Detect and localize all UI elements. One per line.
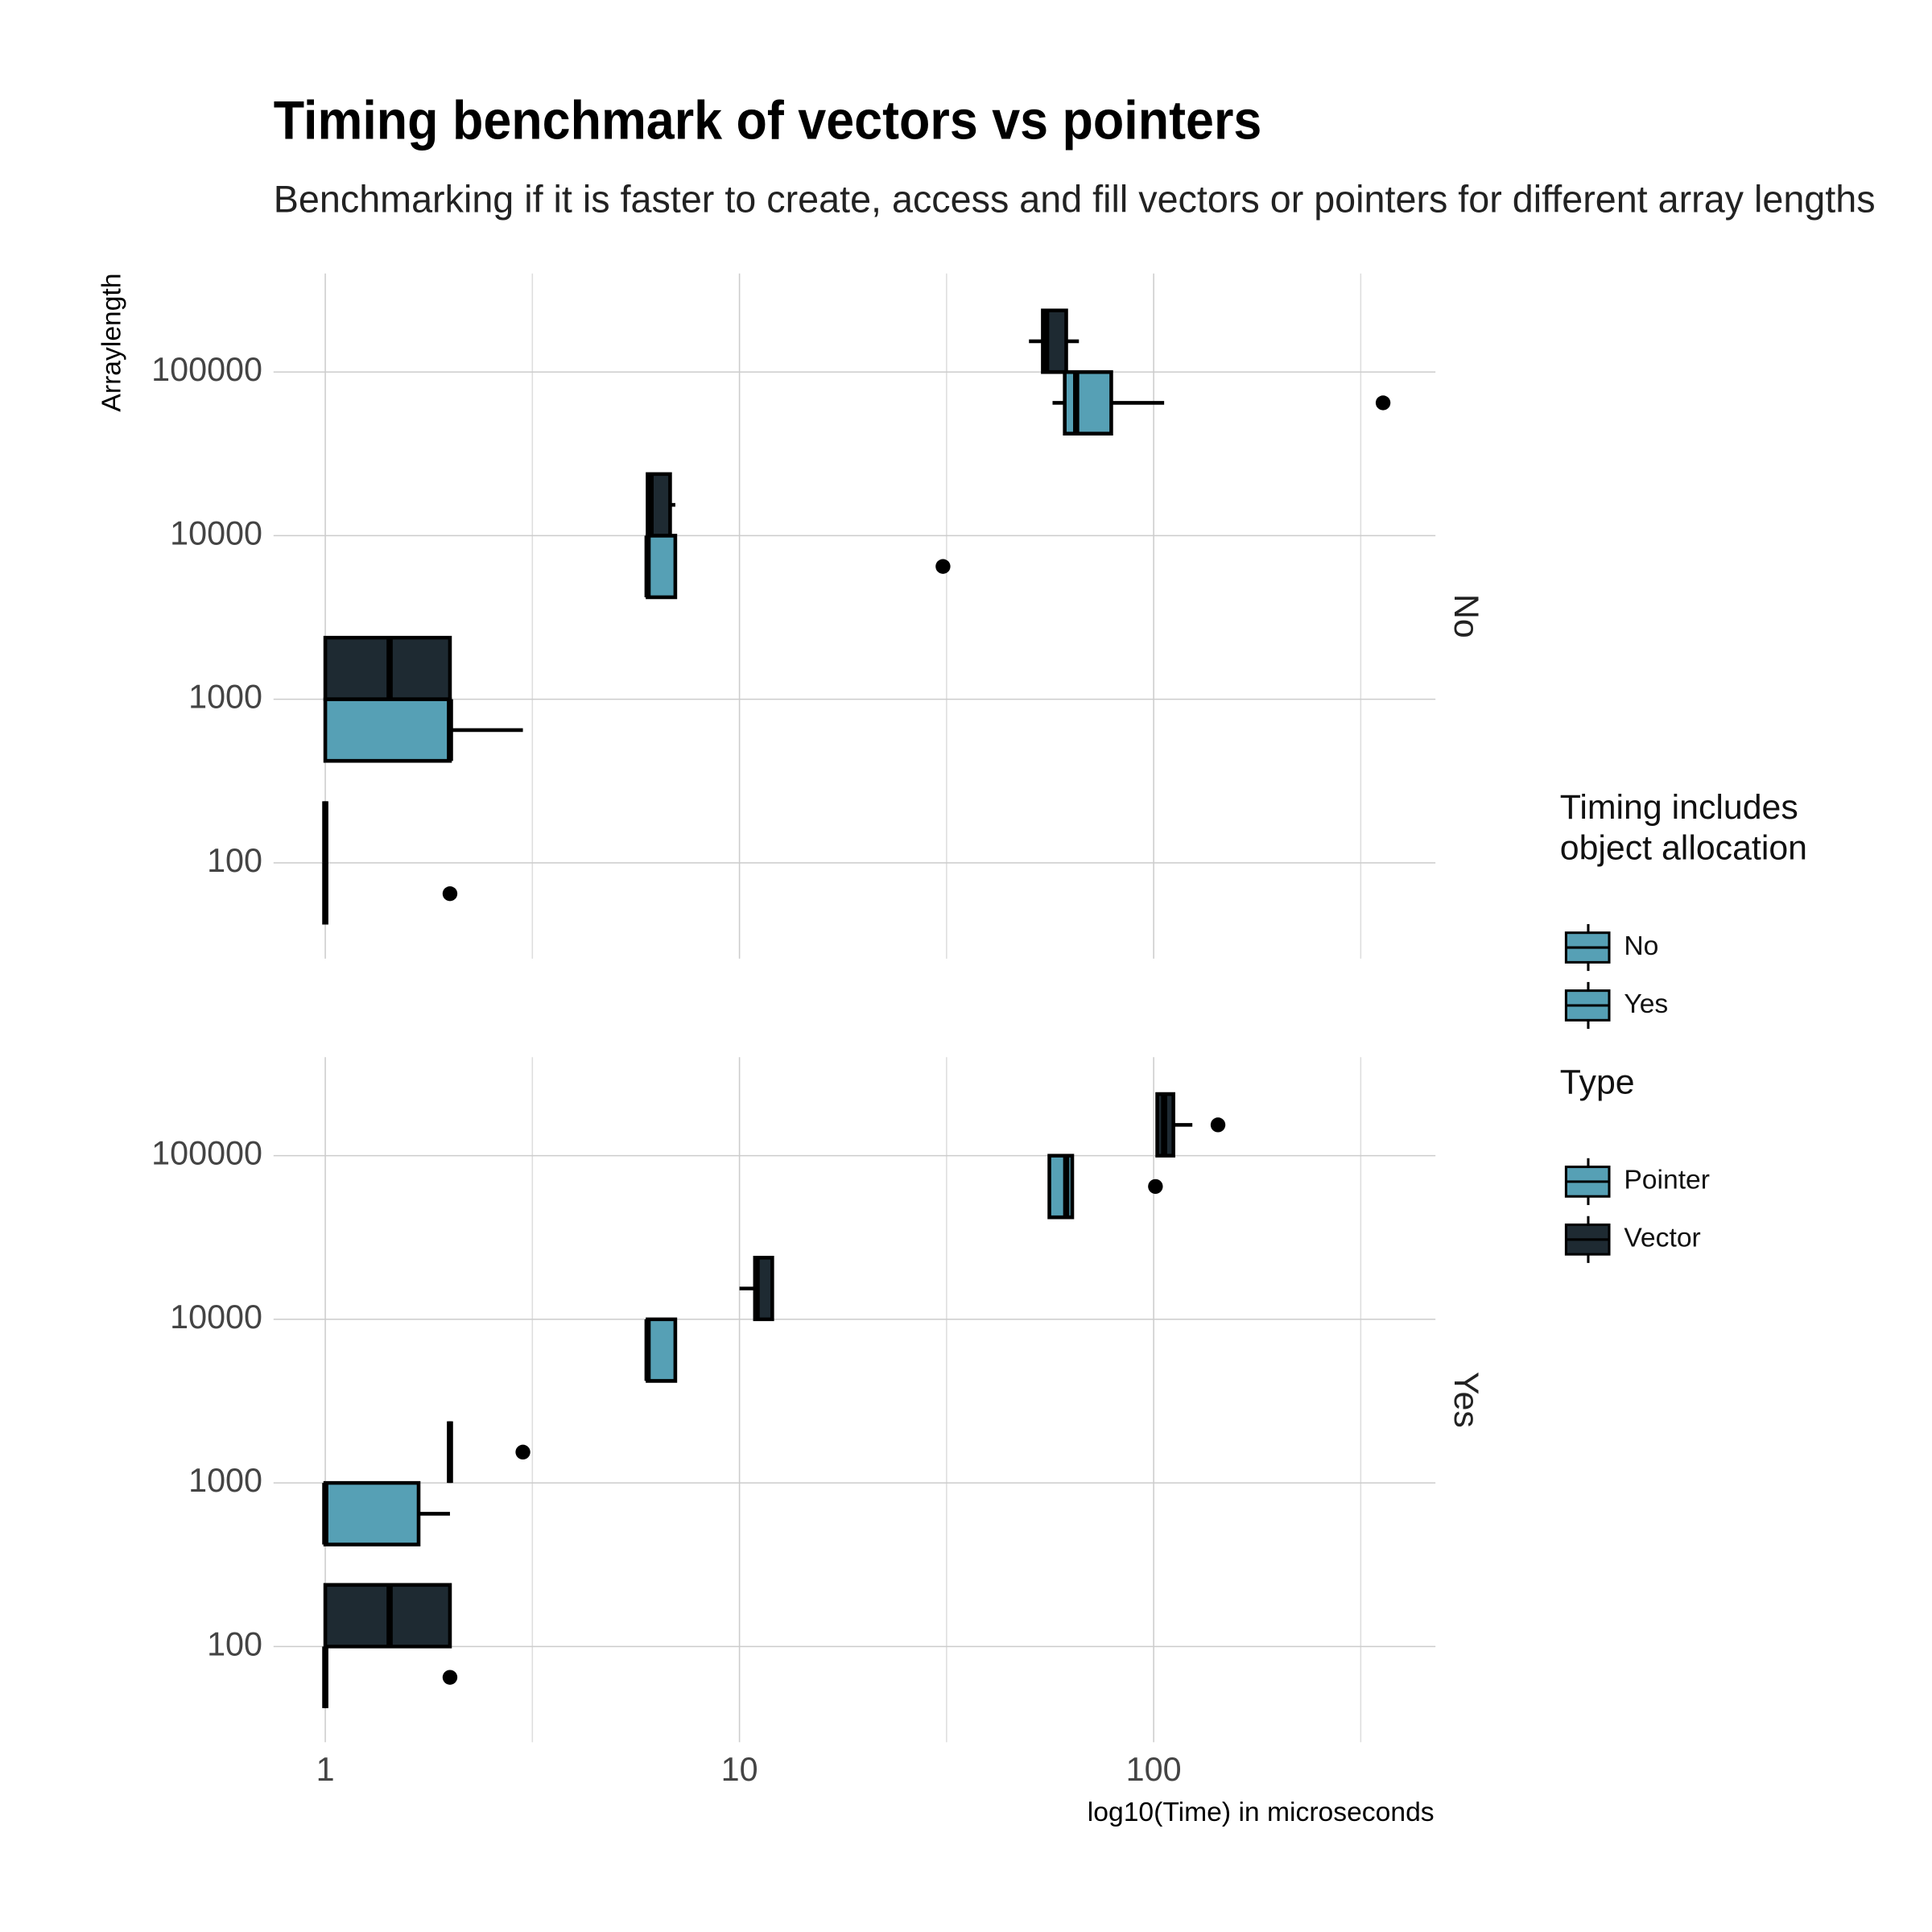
legend-title: object allocation: [1560, 828, 1807, 867]
y-axis-title: Arraylength: [97, 273, 127, 411]
x-axis-title: log10(Time) in microseconds: [1088, 1798, 1435, 1827]
y-tick-label: 1000: [188, 1462, 262, 1499]
outlier: [1375, 395, 1391, 411]
y-tick-label: 100: [207, 842, 262, 879]
box: [646, 534, 678, 600]
chart-title: Timing benchmark of vectors vs pointers: [274, 90, 1262, 151]
y-tick-label: 100000: [151, 1135, 262, 1172]
box: [1063, 369, 1113, 436]
legend-title: Type: [1560, 1063, 1635, 1101]
x-tick-label: 100: [1126, 1751, 1182, 1788]
y-tick-label: 100: [207, 1625, 262, 1662]
facet-label: No: [1447, 594, 1485, 638]
outlier: [442, 1670, 458, 1685]
legend-label: Vector: [1624, 1224, 1700, 1253]
legend-label: Pointer: [1624, 1166, 1710, 1195]
x-tick-label: 1: [316, 1751, 335, 1788]
y-tick-label: 1000: [188, 679, 262, 716]
outlier: [442, 886, 458, 902]
outlier: [935, 559, 951, 574]
outlier: [1210, 1117, 1226, 1133]
box: [323, 697, 452, 763]
outlier: [515, 1444, 530, 1460]
chart-subtitle: Benchmarking if it is faster to create, …: [274, 179, 1876, 221]
box: [323, 1480, 421, 1546]
legend-label: Yes: [1624, 989, 1668, 1019]
outlier: [1148, 1179, 1163, 1195]
y-tick-label: 10000: [170, 514, 262, 551]
y-tick-label: 100000: [151, 351, 262, 388]
box: [646, 1317, 678, 1383]
legend-label: No: [1624, 931, 1658, 961]
legend-title: Timing includes: [1560, 788, 1798, 827]
x-tick-label: 10: [721, 1751, 758, 1788]
facet-label: Yes: [1447, 1372, 1485, 1428]
y-tick-label: 10000: [170, 1298, 262, 1335]
